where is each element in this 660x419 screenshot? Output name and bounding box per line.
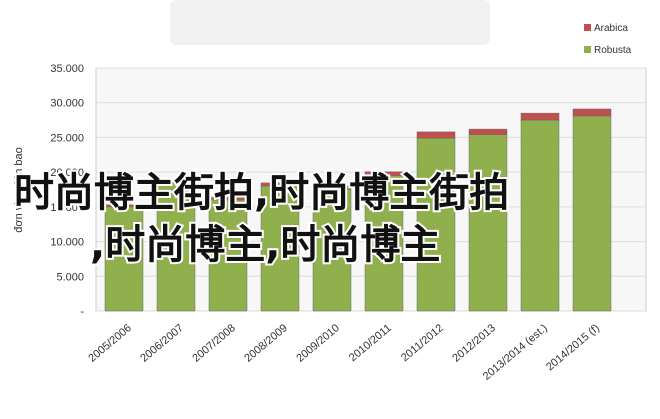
y-tick-label: 15.000 <box>50 202 84 214</box>
x-tick-label: 2007/2008 <box>190 322 238 365</box>
y-tick-label: 10.000 <box>50 237 84 249</box>
y-tick-label: 35.000 <box>50 63 84 75</box>
bar-segment <box>520 112 560 121</box>
overlay-text: 时尚博主街拍,时尚博主街拍 <box>14 170 509 216</box>
bar-segment <box>156 182 196 312</box>
bar-segment <box>416 137 456 312</box>
bar-segment <box>572 108 612 117</box>
x-tick-label: 2012/2013 <box>450 322 498 365</box>
bar-segment <box>156 179 196 183</box>
y-tick-label: - <box>80 306 84 318</box>
bar-segment <box>468 134 508 312</box>
legend-label: Arabica <box>594 23 628 34</box>
bar-segment <box>312 189 352 312</box>
x-tick-label: 2005/2006 <box>86 322 134 365</box>
legend-label: Robusta <box>594 45 632 56</box>
header-blur <box>170 0 490 45</box>
legend-swatch <box>584 46 591 53</box>
y-tick-label: 25.000 <box>50 132 84 144</box>
bar-segment <box>104 204 144 208</box>
bar-segment <box>260 182 300 187</box>
x-tick-label: 2010/2011 <box>347 322 394 364</box>
y-tick-label: 5.000 <box>56 271 84 283</box>
bar-segment <box>260 185 300 312</box>
x-tick-label: 2009/2010 <box>294 322 342 365</box>
bar-segment <box>416 131 456 139</box>
x-tick-label: 2006/2007 <box>138 322 186 365</box>
x-tick-label: 2014/2015 (f) <box>544 322 602 373</box>
bar-segment <box>520 119 560 312</box>
bar-segment <box>364 171 404 176</box>
y-tick-label: 20.000 <box>50 167 84 179</box>
legend-swatch <box>584 24 591 31</box>
bar-segment <box>468 128 508 135</box>
y-axis-label: đơn vị: nghìn bao <box>13 147 25 233</box>
y-tick-label: 30.000 <box>50 98 84 110</box>
bar-segment <box>104 206 144 312</box>
bar-segment <box>208 196 248 201</box>
overlay-text: ,时尚博主,时尚博主 <box>90 222 440 268</box>
bar-segment <box>572 115 612 312</box>
bar-segment <box>312 185 352 190</box>
x-tick-label: 2011/2012 <box>399 322 446 364</box>
x-tick-label: 2008/2009 <box>242 322 290 365</box>
bar-segment <box>208 199 248 312</box>
bar-segment <box>364 175 404 312</box>
